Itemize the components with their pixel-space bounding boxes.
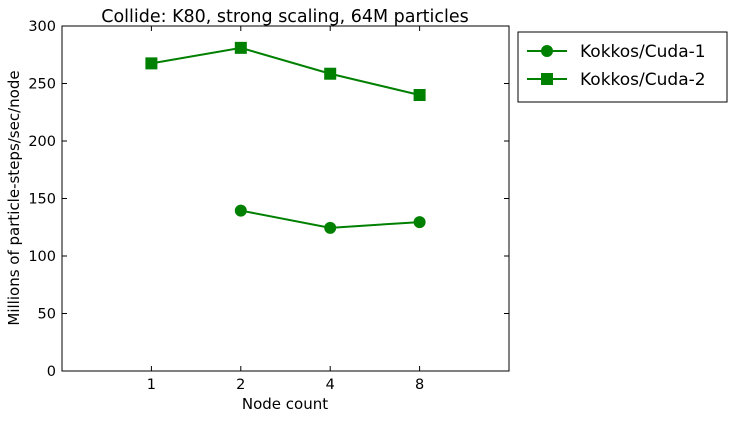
y-tick-label: 150 [28, 192, 56, 208]
data-point [413, 89, 426, 101]
x-tick-label: 8 [415, 377, 424, 393]
series-2 [145, 41, 426, 101]
x-tick-label: 2 [236, 377, 245, 393]
legend-label: Kokkos/Cuda-2 [580, 70, 706, 90]
plot-area [61, 25, 510, 372]
x-tick-label: 1 [147, 377, 156, 393]
data-point [413, 216, 426, 229]
legend-entry: Kokkos/Cuda-1 [527, 42, 706, 62]
x-axis: 1 2 4 8 [147, 26, 424, 393]
chart-title: Collide: K80, strong scaling, 64M partic… [101, 7, 469, 27]
legend-box [517, 31, 728, 103]
y-tick-label: 200 [28, 134, 56, 150]
y-tick-label: 0 [47, 364, 56, 380]
data-point [234, 41, 247, 54]
series-layer [145, 41, 426, 234]
legend-label: Kokkos/Cuda-1 [580, 42, 706, 62]
y-tick-label: 250 [28, 77, 56, 93]
y-tick-label: 100 [28, 249, 56, 265]
x-tick-label: 4 [326, 377, 335, 393]
y-tick-label: 50 [38, 307, 56, 323]
data-point [324, 67, 337, 80]
data-point [145, 57, 158, 70]
x-axis-label: Node count [242, 395, 328, 413]
data-point [324, 221, 337, 234]
data-point [234, 204, 247, 217]
legend: Kokkos/Cuda-1 Kokkos/Cuda-2 [517, 31, 728, 103]
y-axis: 0 50 100 150 200 250 300 [28, 19, 509, 380]
legend-marker [541, 73, 553, 85]
legend-marker [541, 45, 553, 57]
y-axis-label: Millions of particle-steps/sec/node [5, 70, 23, 325]
y-tick-label: 300 [28, 19, 56, 35]
legend-entry: Kokkos/Cuda-2 [527, 70, 706, 90]
series-line [151, 46, 420, 96]
series-1 [234, 204, 426, 234]
